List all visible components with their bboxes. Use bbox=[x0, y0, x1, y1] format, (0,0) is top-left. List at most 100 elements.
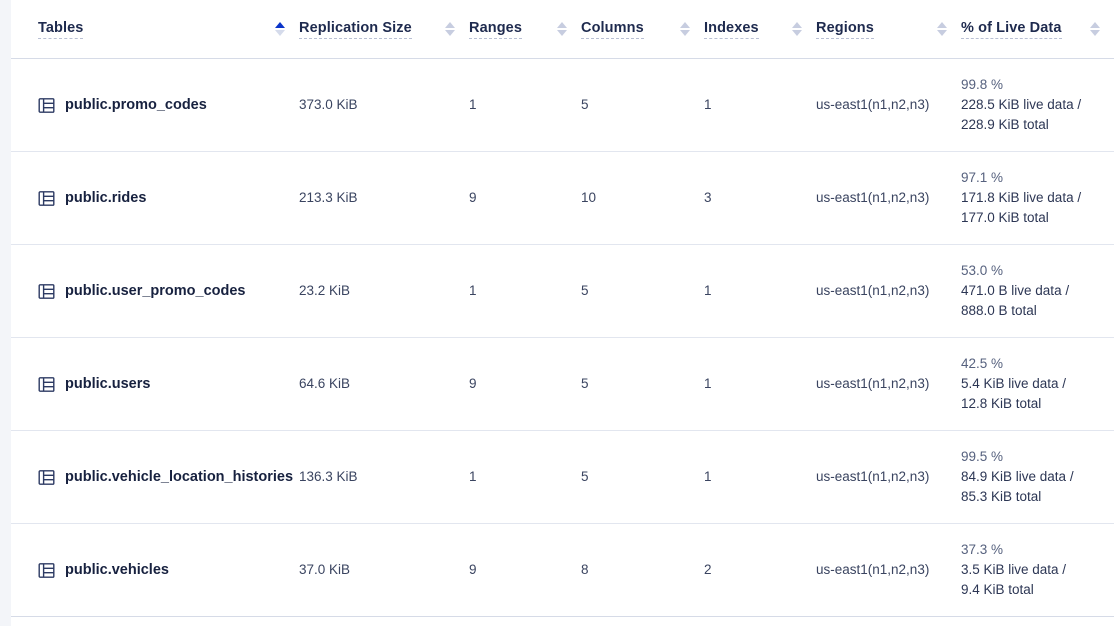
live-data-percent: 42.5 % bbox=[961, 356, 1004, 371]
table-name-link[interactable]: public.rides bbox=[65, 190, 147, 206]
column-header-ranges[interactable]: Ranges bbox=[469, 0, 581, 59]
sort-descending-icon bbox=[444, 30, 455, 36]
ranges-value: 9 bbox=[469, 376, 477, 391]
table-row[interactable]: public.users 64.6 KiB 9 5 1 us-east1(n1,… bbox=[11, 337, 1114, 431]
table-body: public.promo_codes 373.0 KiB 1 5 1 us-ea… bbox=[11, 58, 1114, 617]
replication-size-value: 213.3 KiB bbox=[299, 190, 358, 205]
cell-table-name[interactable]: public.vehicle_location_histories bbox=[11, 430, 299, 524]
column-header-label-percent-live-data[interactable]: % of Live Data bbox=[961, 20, 1062, 39]
table-header: Tables Replication Size bbox=[11, 0, 1114, 59]
live-data-total: 228.9 KiB total bbox=[961, 117, 1049, 132]
table-icon bbox=[38, 97, 55, 113]
table-icon bbox=[38, 562, 55, 578]
sort-toggle-columns[interactable] bbox=[679, 22, 690, 36]
cell-indexes: 3 bbox=[704, 151, 816, 245]
replication-size-value: 64.6 KiB bbox=[299, 376, 351, 391]
cell-ranges: 9 bbox=[469, 337, 581, 431]
cell-percent-live-data: 97.1 % 171.8 KiB live data / 177.0 KiB t… bbox=[961, 151, 1114, 245]
cell-columns: 5 bbox=[581, 244, 704, 338]
column-header-indexes[interactable]: Indexes bbox=[704, 0, 816, 59]
cell-percent-live-data: 53.0 % 471.0 B live data / 888.0 B total bbox=[961, 244, 1114, 338]
sort-toggle-ranges[interactable] bbox=[556, 22, 567, 36]
table-name-link[interactable]: public.users bbox=[65, 376, 151, 392]
sort-descending-icon bbox=[1089, 30, 1100, 36]
columns-value: 5 bbox=[581, 97, 589, 112]
live-data-percent: 53.0 % bbox=[961, 263, 1004, 278]
ranges-value: 1 bbox=[469, 97, 477, 112]
sort-toggle-percent-live-data[interactable] bbox=[1089, 22, 1100, 36]
table-icon bbox=[38, 283, 55, 299]
column-header-label-indexes[interactable]: Indexes bbox=[704, 20, 759, 39]
header-row: Tables Replication Size bbox=[11, 0, 1114, 59]
cell-regions: us-east1(n1,n2,n3) bbox=[816, 151, 961, 245]
sort-ascending-icon bbox=[679, 22, 690, 28]
table-row[interactable]: public.vehicle_location_histories 136.3 … bbox=[11, 430, 1114, 524]
cell-columns: 5 bbox=[581, 58, 704, 152]
cell-table-name[interactable]: public.vehicles bbox=[11, 523, 299, 617]
cell-replication-size: 373.0 KiB bbox=[299, 58, 469, 152]
cell-table-name[interactable]: public.users bbox=[11, 337, 299, 431]
table-icon bbox=[38, 376, 55, 392]
column-header-replication-size[interactable]: Replication Size bbox=[299, 0, 469, 59]
cell-percent-live-data: 37.3 % 3.5 KiB live data / 9.4 KiB total bbox=[961, 523, 1114, 617]
replication-size-value: 373.0 KiB bbox=[299, 97, 358, 112]
columns-value: 5 bbox=[581, 283, 589, 298]
table-name-link[interactable]: public.user_promo_codes bbox=[65, 283, 246, 299]
column-header-label-replication-size[interactable]: Replication Size bbox=[299, 20, 412, 39]
live-data-percent: 97.1 % bbox=[961, 170, 1004, 185]
cell-table-name[interactable]: public.rides bbox=[11, 151, 299, 245]
sort-toggle-tables[interactable] bbox=[274, 22, 285, 36]
cell-replication-size: 23.2 KiB bbox=[299, 244, 469, 338]
table-icon bbox=[38, 469, 55, 485]
cell-table-name[interactable]: public.user_promo_codes bbox=[11, 244, 299, 338]
sort-descending-icon bbox=[274, 30, 285, 36]
cell-replication-size: 37.0 KiB bbox=[299, 523, 469, 617]
table-name-link[interactable]: public.promo_codes bbox=[65, 97, 207, 113]
columns-value: 8 bbox=[581, 562, 589, 577]
live-data-total: 888.0 B total bbox=[961, 303, 1037, 318]
column-header-label-regions[interactable]: Regions bbox=[816, 20, 874, 39]
table-row[interactable]: public.vehicles 37.0 KiB 9 8 2 us-east1(… bbox=[11, 523, 1114, 617]
cell-percent-live-data: 42.5 % 5.4 KiB live data / 12.8 KiB tota… bbox=[961, 337, 1114, 431]
column-header-tables[interactable]: Tables bbox=[11, 0, 299, 59]
cell-columns: 10 bbox=[581, 151, 704, 245]
sort-toggle-regions[interactable] bbox=[936, 22, 947, 36]
column-header-regions[interactable]: Regions bbox=[816, 0, 961, 59]
sort-ascending-icon bbox=[1089, 22, 1100, 28]
cell-ranges: 9 bbox=[469, 151, 581, 245]
table-row[interactable]: public.promo_codes 373.0 KiB 1 5 1 us-ea… bbox=[11, 58, 1114, 152]
columns-value: 10 bbox=[581, 190, 597, 205]
sort-descending-icon bbox=[936, 30, 947, 36]
column-header-label-ranges[interactable]: Ranges bbox=[469, 20, 522, 39]
sort-toggle-indexes[interactable] bbox=[791, 22, 802, 36]
columns-value: 5 bbox=[581, 469, 589, 484]
cell-ranges: 1 bbox=[469, 430, 581, 524]
column-header-columns[interactable]: Columns bbox=[581, 0, 704, 59]
cell-regions: us-east1(n1,n2,n3) bbox=[816, 337, 961, 431]
cell-table-name[interactable]: public.promo_codes bbox=[11, 58, 299, 152]
regions-value: us-east1(n1,n2,n3) bbox=[816, 562, 930, 577]
cell-indexes: 1 bbox=[704, 58, 816, 152]
live-data-total: 85.3 KiB total bbox=[961, 489, 1042, 504]
ranges-value: 9 bbox=[469, 562, 477, 577]
sort-toggle-replication-size[interactable] bbox=[444, 22, 455, 36]
column-header-label-tables[interactable]: Tables bbox=[38, 20, 84, 39]
table-row[interactable]: public.rides 213.3 KiB 9 10 3 us-east1(n… bbox=[11, 151, 1114, 245]
replication-size-value: 37.0 KiB bbox=[299, 562, 351, 577]
sort-ascending-icon bbox=[556, 22, 567, 28]
table-row[interactable]: public.user_promo_codes 23.2 KiB 1 5 1 u… bbox=[11, 244, 1114, 338]
column-header-label-columns[interactable]: Columns bbox=[581, 20, 644, 39]
table-name-link[interactable]: public.vehicles bbox=[65, 562, 169, 578]
regions-value: us-east1(n1,n2,n3) bbox=[816, 376, 930, 391]
indexes-value: 1 bbox=[704, 97, 712, 112]
cell-replication-size: 136.3 KiB bbox=[299, 430, 469, 524]
live-data-percent: 99.5 % bbox=[961, 449, 1004, 464]
live-data-amount: 471.0 B live data / bbox=[961, 283, 1070, 298]
table-name-link[interactable]: public.vehicle_location_histories bbox=[65, 469, 294, 485]
live-data-amount: 171.8 KiB live data / bbox=[961, 190, 1082, 205]
database-tables-table: Tables Replication Size bbox=[11, 0, 1114, 617]
column-header-percent-live-data[interactable]: % of Live Data bbox=[961, 0, 1114, 59]
indexes-value: 3 bbox=[704, 190, 712, 205]
cell-percent-live-data: 99.5 % 84.9 KiB live data / 85.3 KiB tot… bbox=[961, 430, 1114, 524]
